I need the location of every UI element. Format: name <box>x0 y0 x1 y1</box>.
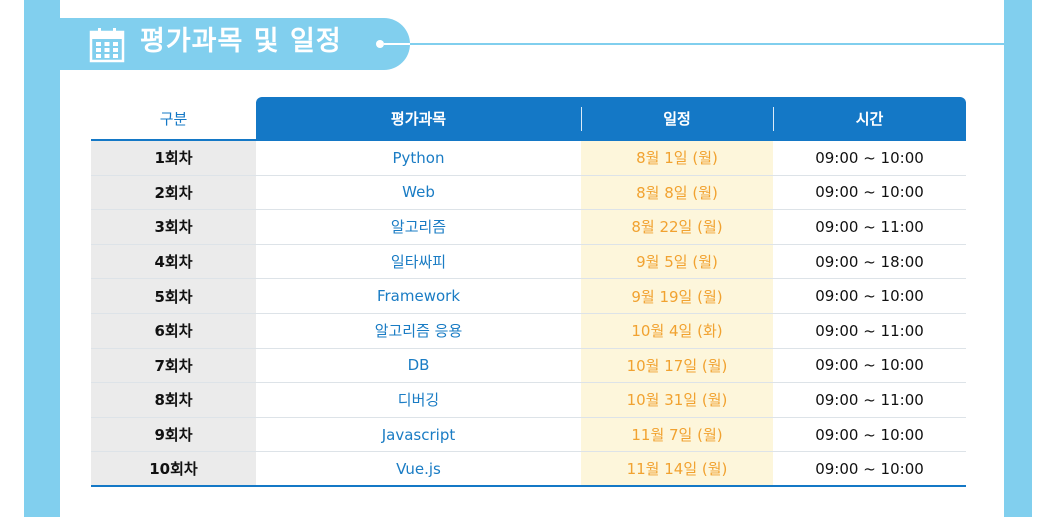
time-cell: 09:00 ~ 10:00 <box>815 425 924 444</box>
date-cell: 9월 5일 (월) <box>581 244 773 279</box>
round-cell: 4회차 <box>91 244 256 279</box>
subject-cell: 디버깅 <box>397 391 440 410</box>
column-header-subject: 평가과목 <box>390 110 447 128</box>
date-cell: 8월 1일 (월) <box>581 141 773 175</box>
date-cell: 10월 4일 (화) <box>581 313 773 348</box>
header-separator <box>773 107 774 131</box>
date-cell: 10월 31일 (월) <box>581 383 773 417</box>
time-cell: 09:00 ~ 11:00 <box>815 390 924 409</box>
time-cell: 09:00 ~ 10:00 <box>815 148 924 167</box>
table-row: 4회차 일타싸피 9월 5일 (월) 09:00 ~ 18:00 <box>91 244 966 280</box>
title-bullet-dot <box>376 40 384 48</box>
left-border-bar <box>24 0 60 517</box>
date-cell: 8월 8일 (월) <box>581 175 773 210</box>
calendar-icon <box>89 28 125 63</box>
time-cell: 09:00 ~ 11:00 <box>815 217 924 236</box>
subject-cell: Javascript <box>381 425 456 444</box>
table-row: 7회차 DB 10월 17일 (월) 09:00 ~ 10:00 <box>91 348 966 384</box>
time-cell: 09:00 ~ 10:00 <box>815 287 924 306</box>
date-cell: 10월 17일 (월) <box>581 348 773 383</box>
subject-cell: 일타싸피 <box>390 253 447 272</box>
table-row: 3회차 알고리즘 8월 22일 (월) 09:00 ~ 11:00 <box>91 210 966 245</box>
table-row: 2회차 Web 8월 8일 (월) 09:00 ~ 10:00 <box>91 175 966 211</box>
subject-cell: Vue.js <box>396 459 441 478</box>
table-row: 9회차 Javascript 11월 7일 (월) 09:00 ~ 10:00 <box>91 417 966 453</box>
round-cell: 8회차 <box>91 383 256 417</box>
round-cell: 2회차 <box>91 175 256 210</box>
table-row: 8회차 디버깅 10월 31일 (월) 09:00 ~ 11:00 <box>91 383 966 418</box>
subject-cell: Web <box>402 183 435 202</box>
round-cell: 5회차 <box>91 279 256 313</box>
schedule-table: 구분 평가과목 일정 시간 1회차 Python 8월 1일 (월) 09:00 ~ … <box>91 97 966 487</box>
round-header-underline <box>91 139 256 141</box>
subject-cell: 알고리즘 응용 <box>374 322 463 341</box>
round-cell: 1회차 <box>91 141 256 175</box>
table-row: 1회차 Python 8월 1일 (월) 09:00 ~ 10:00 <box>91 141 966 176</box>
time-cell: 09:00 ~ 11:00 <box>815 321 924 340</box>
date-cell: 11월 14일 (월) <box>581 452 773 485</box>
column-header-round: 구분 <box>91 97 256 141</box>
title-bullet-line <box>384 43 410 45</box>
title-divider-line <box>400 43 1004 45</box>
subject-cell: 알고리즘 <box>390 218 447 237</box>
table-row: 6회차 알고리즘 응용 10월 4일 (화) 09:00 ~ 11:00 <box>91 313 966 349</box>
table-header: 구분 평가과목 일정 시간 <box>91 97 966 141</box>
round-cell: 9회차 <box>91 417 256 452</box>
round-cell: 3회차 <box>91 210 256 244</box>
round-cell: 10회차 <box>91 452 256 485</box>
date-cell: 8월 22일 (월) <box>581 210 773 244</box>
subject-cell: Framework <box>376 287 461 306</box>
header-separator <box>581 107 582 131</box>
table-row: 5회차 Framework 9월 19일 (월) 09:00 ~ 10:00 <box>91 279 966 314</box>
table-row: 10회차 Vue.js 11월 14일 (월) 09:00 ~ 10:00 <box>91 452 966 487</box>
subject-cell: Python <box>392 148 445 167</box>
time-cell: 09:00 ~ 18:00 <box>815 252 924 271</box>
table-body: 1회차 Python 8월 1일 (월) 09:00 ~ 10:00 2회차 Web 8월 … <box>91 141 966 487</box>
round-cell: 7회차 <box>91 348 256 383</box>
time-cell: 09:00 ~ 10:00 <box>815 459 924 478</box>
time-cell: 09:00 ~ 10:00 <box>815 356 924 375</box>
section-title: 평가과목 및 일정 <box>140 26 342 57</box>
time-cell: 09:00 ~ 10:00 <box>815 183 924 202</box>
date-cell: 9월 19일 (월) <box>581 279 773 313</box>
subject-cell: DB <box>407 356 430 375</box>
table-header-background <box>256 97 966 141</box>
column-header-time: 시간 <box>855 110 884 128</box>
date-cell: 11월 7일 (월) <box>581 417 773 452</box>
round-cell: 6회차 <box>91 313 256 348</box>
column-header-date: 일정 <box>663 110 691 128</box>
